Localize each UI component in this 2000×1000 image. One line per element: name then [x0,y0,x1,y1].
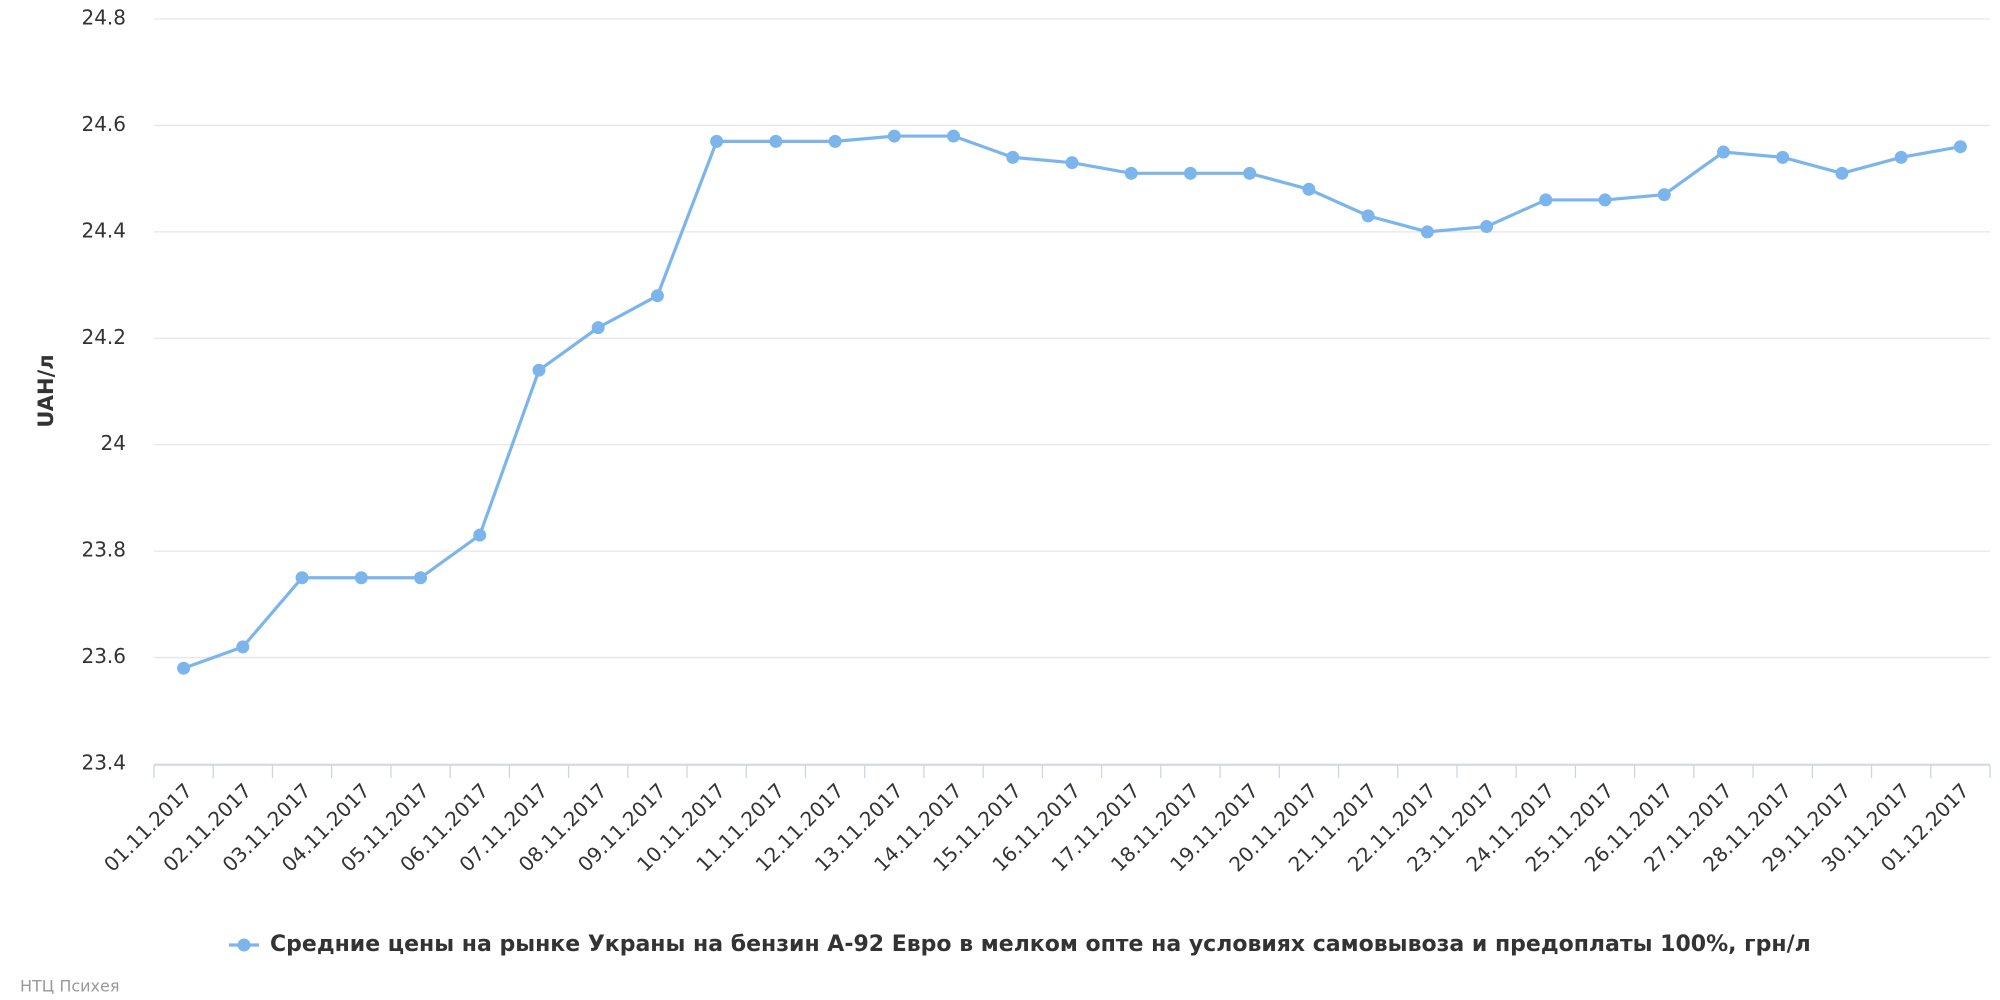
point [1124,166,1138,180]
point [1480,220,1494,234]
series-line [183,134,1961,670]
point [828,134,842,148]
point [354,571,368,585]
point [1361,209,1375,223]
point [1657,188,1671,202]
credit: НТЦ Психея [20,977,119,996]
point [1183,166,1197,180]
point [295,571,309,585]
y-axis-title: UAH/л [34,354,58,427]
legend-label: Средние цены на рынке Украны на бензин А… [270,932,1811,957]
point [1716,145,1730,159]
point [887,129,901,143]
point [710,134,724,148]
point [1243,166,1257,180]
point [1006,150,1020,164]
point [414,571,428,585]
point [1953,140,1967,154]
point [1776,150,1790,164]
point [177,661,191,675]
y-tick-label: 24.8 [81,6,126,30]
y-tick-label: 23.8 [81,538,126,562]
point [947,129,961,143]
y-tick-label: 24.4 [81,218,126,242]
y-tick-label: 24.6 [81,112,126,136]
point [591,321,605,335]
point [236,640,250,654]
point [769,134,783,148]
point [1835,166,1849,180]
y-tick-label: 23.4 [81,751,126,775]
point [532,363,546,377]
y-tick-label: 24 [101,431,126,455]
point [650,289,664,303]
point [1420,225,1434,239]
point [1302,182,1316,196]
point [1894,150,1908,164]
legend-symbol [237,938,251,952]
point [473,528,487,542]
point [1598,193,1612,207]
y-tick-label: 24.2 [81,325,126,349]
point [1539,193,1553,207]
point [1065,156,1079,170]
y-tick-label: 23.6 [81,644,126,668]
